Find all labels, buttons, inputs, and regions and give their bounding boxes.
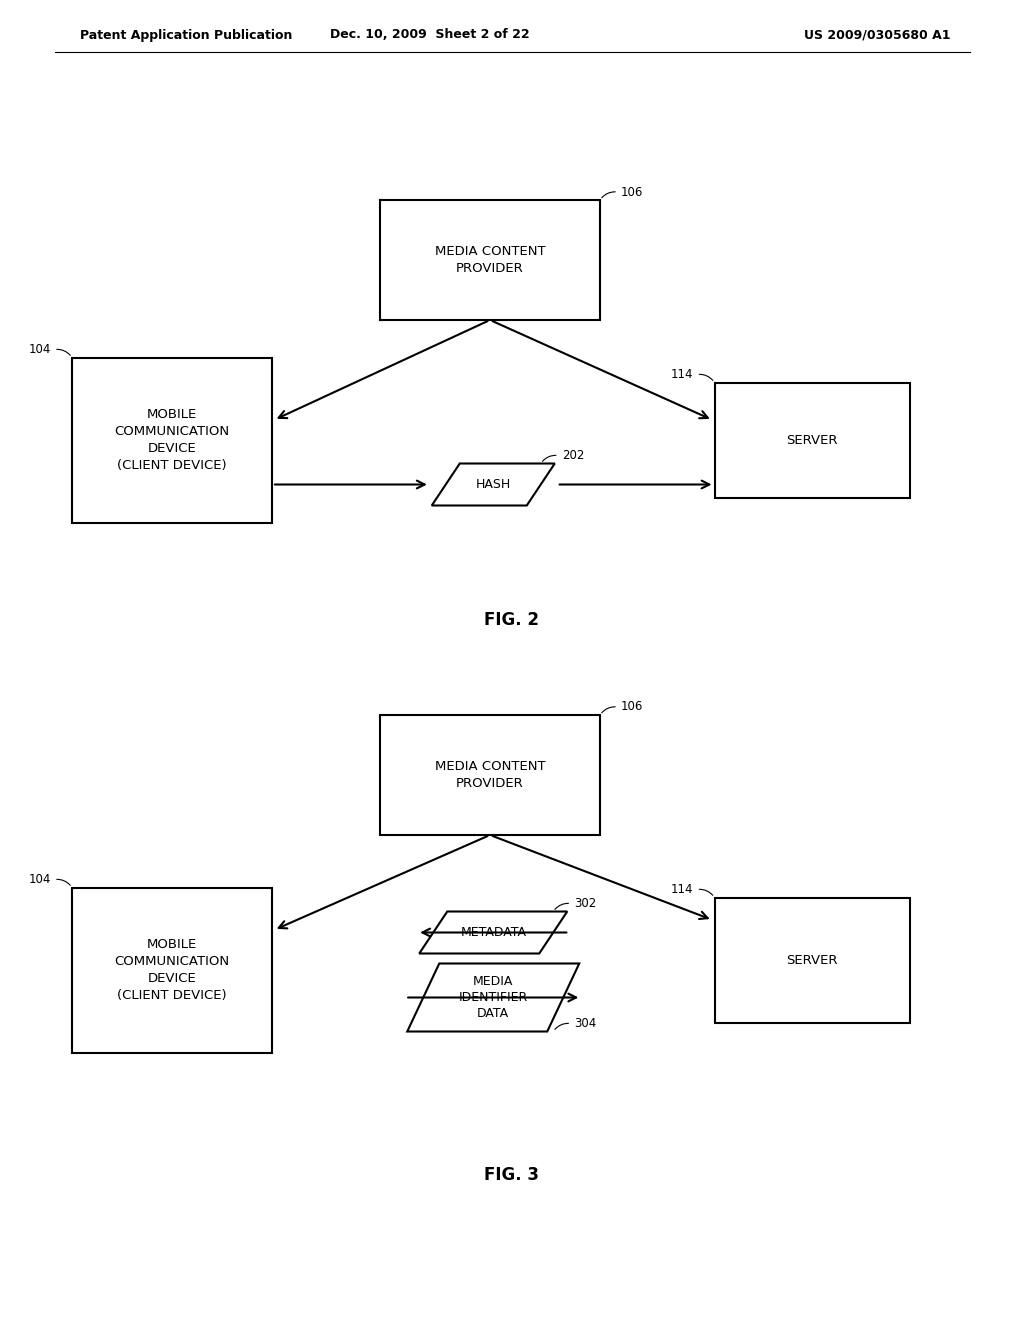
Bar bbox=[715, 898, 909, 1023]
Text: Patent Application Publication: Patent Application Publication bbox=[80, 29, 293, 41]
Text: MOBILE
COMMUNICATION
DEVICE
(CLIENT DEVICE): MOBILE COMMUNICATION DEVICE (CLIENT DEVI… bbox=[115, 939, 229, 1002]
Text: MEDIA CONTENT
PROVIDER: MEDIA CONTENT PROVIDER bbox=[434, 246, 546, 275]
Text: Dec. 10, 2009  Sheet 2 of 22: Dec. 10, 2009 Sheet 2 of 22 bbox=[330, 29, 529, 41]
Bar bbox=[72, 358, 272, 523]
Text: 114: 114 bbox=[671, 883, 693, 896]
Bar bbox=[715, 383, 909, 498]
Text: 106: 106 bbox=[621, 186, 643, 198]
Text: MEDIA
IDENTIFIER
DATA: MEDIA IDENTIFIER DATA bbox=[459, 975, 528, 1020]
Text: 302: 302 bbox=[574, 898, 597, 909]
Bar bbox=[72, 887, 272, 1052]
Text: MEDIA CONTENT
PROVIDER: MEDIA CONTENT PROVIDER bbox=[434, 760, 546, 789]
Text: FIG. 3: FIG. 3 bbox=[484, 1166, 540, 1184]
Text: 114: 114 bbox=[671, 368, 693, 381]
Text: 106: 106 bbox=[621, 701, 643, 714]
Text: 304: 304 bbox=[574, 1016, 597, 1030]
Text: MOBILE
COMMUNICATION
DEVICE
(CLIENT DEVICE): MOBILE COMMUNICATION DEVICE (CLIENT DEVI… bbox=[115, 408, 229, 473]
Text: FIG. 2: FIG. 2 bbox=[484, 611, 540, 630]
Polygon shape bbox=[419, 912, 567, 953]
Text: 104: 104 bbox=[29, 343, 51, 356]
Polygon shape bbox=[408, 964, 580, 1031]
Text: HASH: HASH bbox=[475, 478, 511, 491]
Text: SERVER: SERVER bbox=[786, 433, 838, 446]
Text: US 2009/0305680 A1: US 2009/0305680 A1 bbox=[804, 29, 950, 41]
Text: 202: 202 bbox=[562, 449, 584, 462]
Text: 104: 104 bbox=[29, 873, 51, 886]
Text: METADATA: METADATA bbox=[460, 927, 526, 939]
Bar bbox=[380, 201, 600, 319]
Polygon shape bbox=[432, 463, 555, 506]
Text: SERVER: SERVER bbox=[786, 953, 838, 966]
Bar bbox=[380, 715, 600, 836]
